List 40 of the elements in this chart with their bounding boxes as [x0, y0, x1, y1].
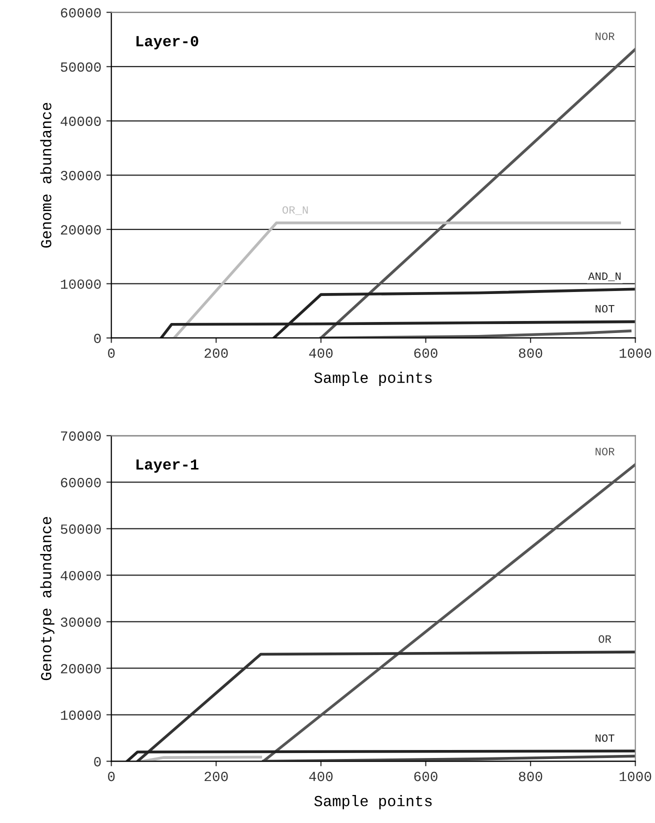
y-tick-label: 20000	[60, 664, 101, 674]
x-tick-label: 800	[518, 348, 542, 358]
x-tick-label: 400	[309, 772, 333, 782]
series-label: NOR	[596, 32, 615, 40]
y-tick-label: 20000	[60, 225, 101, 235]
y-tick-label: 30000	[60, 617, 101, 627]
x-tick-label: 600	[414, 772, 438, 782]
y-tick-label: 60000	[60, 8, 101, 18]
x-tick-label: 400	[309, 348, 333, 358]
y-tick-label: 0	[94, 334, 101, 344]
y-axis-title: Genome abundance	[40, 102, 52, 248]
y-tick-label: 40000	[60, 116, 101, 126]
text: Layer-0	[136, 36, 198, 50]
y-tick-label: 40000	[60, 570, 101, 580]
y-tick-label: 10000	[60, 710, 101, 720]
y-tick-label: 50000	[60, 62, 101, 72]
series-label: AND_N	[588, 272, 621, 282]
x-tick-label: 0	[108, 772, 115, 782]
series-label: OR	[598, 635, 612, 643]
x-tick-label: 800	[518, 772, 542, 782]
series-label: NOT	[596, 734, 614, 742]
text: Layer-1	[136, 459, 198, 473]
x-tick-label: 600	[414, 348, 438, 358]
y-tick-label: 70000	[61, 431, 101, 441]
series-label: NOT	[596, 305, 614, 313]
x-tick-label: 200	[204, 772, 228, 782]
series-label: NOR	[596, 448, 615, 456]
y-tick-label: 50000	[60, 524, 101, 534]
x-tick-label: 1000	[620, 772, 652, 782]
y-tick-label: 0	[94, 757, 101, 766]
y-tick-label: 10000	[60, 279, 101, 289]
x-tick-label: 0	[108, 348, 115, 358]
y-axis-title: Genotype abundance	[40, 516, 54, 680]
x-axis-title: Sample points	[314, 372, 432, 386]
y-tick-label: 60000	[60, 478, 101, 488]
x-tick-label: 200	[204, 348, 228, 358]
x-axis-title: Sample points	[314, 795, 432, 810]
series-label: OR_N	[282, 206, 308, 215]
x-tick-label: 1000	[620, 348, 652, 358]
y-tick-label: 30000	[60, 170, 101, 180]
